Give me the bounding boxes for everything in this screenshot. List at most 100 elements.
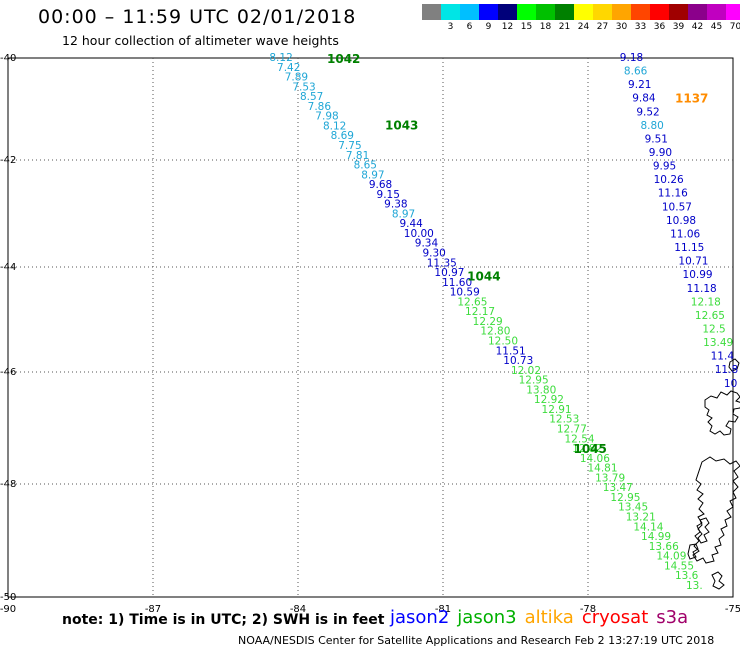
colorbar-swatch — [498, 4, 517, 20]
wave-height-value: 13.80 — [526, 384, 556, 396]
pass-number-label: 1137 — [675, 91, 708, 105]
legend-altika: altika — [524, 607, 574, 628]
wave-height-value: 12.91 — [542, 404, 572, 416]
colorbar-swatch — [422, 4, 441, 20]
altimeter-tracks: 8.127.427.897.538.577.867.988.128.697.75… — [269, 52, 738, 592]
colorbar-swatch — [574, 4, 593, 20]
wave-height-value: 12.92 — [534, 394, 564, 406]
wave-height-value: 12.5 — [702, 323, 725, 335]
colorbar-swatch — [631, 4, 650, 20]
wave-height-value: 9.90 — [649, 147, 672, 159]
x-tick-label: -90 — [0, 604, 16, 615]
wave-height-value: 7.81 — [346, 150, 369, 162]
wave-height-value: 7.98 — [315, 111, 338, 123]
wave-height-value: 12.80 — [480, 326, 510, 338]
wave-height-value: 12.82 — [572, 443, 602, 455]
wave-height-value: 7.42 — [277, 62, 300, 74]
wave-height-value: 8.65 — [354, 160, 377, 172]
colorbar-swatch — [555, 4, 574, 20]
colorbar-label: 30 — [615, 22, 628, 32]
wave-height-value: 12.95 — [610, 492, 640, 504]
pass-labels: 1042 1043 1044 1045 1137 — [327, 52, 708, 456]
x-tick-label: -81 — [435, 604, 451, 615]
pass-number-label: 1044 — [467, 269, 500, 283]
pass-number-label: 1045 — [574, 442, 607, 456]
wave-height-value: 8.12 — [269, 52, 292, 64]
wave-height-value: 13.45 — [618, 502, 648, 514]
wave-height-value: 12.77 — [557, 423, 587, 435]
colorbar-label: 27 — [596, 22, 609, 32]
wave-height-value: 9.44 — [399, 218, 423, 230]
pass-number-label: 1043 — [385, 118, 418, 132]
wave-height-value: 14.09 — [656, 551, 686, 563]
y-tick-label: -40 — [0, 53, 16, 64]
colorbar-swatch — [669, 4, 688, 20]
colorbar-swatch — [688, 4, 707, 20]
colorbar-label: 9 — [485, 22, 492, 32]
wave-height-value: 9.21 — [628, 79, 651, 91]
wave-height-value: 12.02 — [511, 365, 541, 377]
colorbar-label: 70 — [729, 22, 740, 32]
wave-height-value: 9.30 — [422, 248, 445, 260]
colorbar-swatch — [536, 4, 555, 20]
y-tick-label: -44 — [0, 262, 16, 273]
wave-height-value: 8.57 — [300, 91, 323, 103]
wave-height-value: 12.18 — [691, 296, 721, 308]
x-tick-label: -75 — [725, 604, 740, 615]
x-tick-label: -87 — [145, 604, 161, 615]
x-tick-label: -78 — [580, 604, 596, 615]
wave-height-value: 12.65 — [457, 296, 487, 308]
wave-height-value: 7.75 — [338, 140, 361, 152]
wave-height-value: 13.47 — [603, 482, 633, 494]
pass-number-label: 1042 — [327, 52, 360, 66]
colorbar-swatch — [517, 4, 536, 20]
wave-height-value: 8.66 — [624, 66, 648, 78]
wave-height-value: 9.52 — [636, 106, 659, 118]
wave-height-value: 10.00 — [404, 228, 434, 240]
wave-height-value: 12.50 — [488, 336, 518, 348]
x-tick-label: -84 — [290, 604, 306, 615]
wave-height-value: 8.97 — [392, 208, 415, 220]
colorbar-label: 42 — [691, 22, 704, 32]
wave-height-value: 12.29 — [473, 316, 503, 328]
wave-height-value: 14.99 — [641, 531, 671, 543]
colorbar-label: 12 — [501, 22, 514, 32]
wave-height-value: 14.14 — [633, 521, 663, 533]
wave-height-value: 9.84 — [632, 93, 656, 105]
colorbar-swatch — [441, 4, 460, 20]
wave-height-value: 11.8 — [715, 364, 738, 376]
wave-height-value: 11.60 — [442, 277, 472, 289]
y-tick-label: -50 — [0, 592, 16, 603]
colorbar-swatch — [460, 4, 479, 20]
colorbar-label: 33 — [634, 22, 647, 32]
wave-height-value: 11.4 — [711, 351, 735, 363]
coastline — [687, 358, 740, 590]
colorbar-swatch — [707, 4, 726, 20]
wave-height-value: 13.21 — [626, 511, 656, 523]
colorbar-swatch — [593, 4, 612, 20]
wave-height-value: 13.79 — [595, 472, 625, 484]
wave-height-value: 13. — [686, 580, 703, 592]
colorbar-label: 18 — [539, 22, 552, 32]
wave-height-value: 13.49 — [703, 337, 733, 349]
wave-height-value: 9.51 — [645, 133, 668, 145]
colorbar-label: 21 — [558, 22, 571, 32]
axis-labels: -90 -87 -84 -81 -78 -75 -40 -42 -44 -46 -48 -50 — [0, 53, 740, 615]
wave-height-value: 10.71 — [678, 256, 708, 268]
wave-height-value: 14.81 — [587, 463, 617, 475]
colorbar-label: 24 — [577, 22, 590, 32]
colorbar-swatch — [479, 4, 498, 20]
page-title: 00:00 – 11:59 UTC 02/01/2018 — [38, 6, 357, 28]
wave-height-value: 12.53 — [549, 414, 579, 426]
y-tick-label: -42 — [0, 155, 16, 166]
wave-height-value: 10.26 — [654, 174, 684, 186]
wave-height-value: 9.68 — [369, 179, 392, 191]
wave-height-value: 9.95 — [653, 161, 676, 173]
map-grid — [7, 57, 734, 598]
page-subtitle: 12 hour collection of altimeter wave hei… — [62, 33, 339, 48]
map-frame — [7, 57, 734, 598]
wave-height-value: 11.51 — [496, 345, 526, 357]
wave-height-value: 10.73 — [503, 355, 533, 367]
wave-height-value: 10.97 — [434, 267, 464, 279]
wave-height-value: 13.6 — [675, 570, 699, 582]
